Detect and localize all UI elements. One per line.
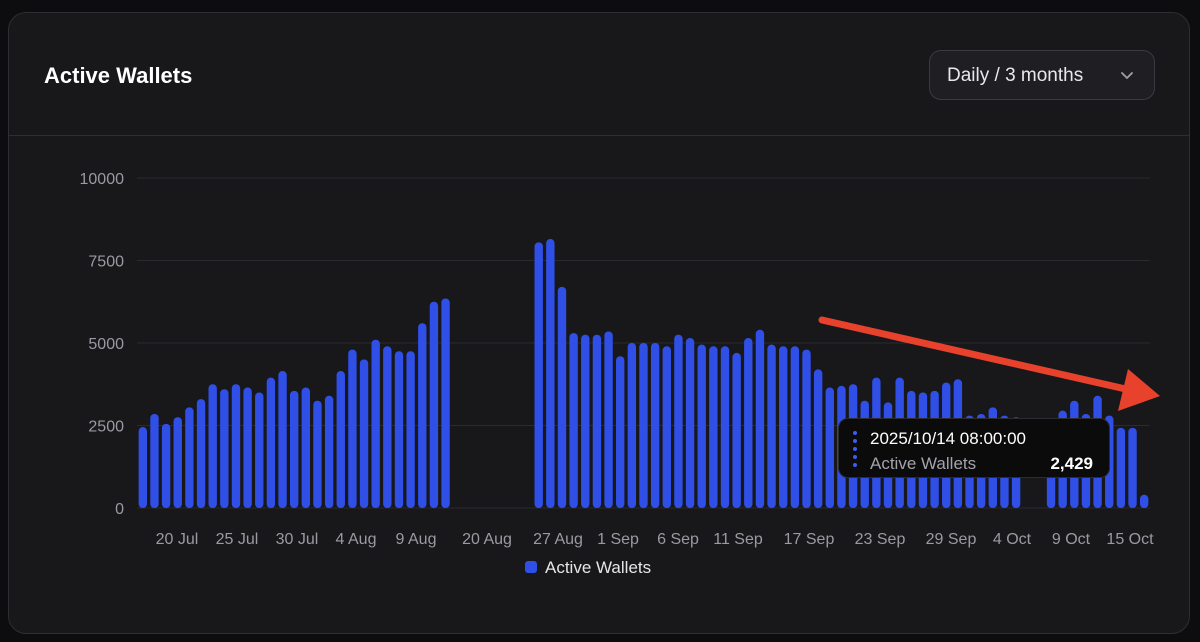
bar[interactable] <box>674 334 683 508</box>
legend-swatch <box>525 561 537 573</box>
bar[interactable] <box>301 387 311 508</box>
chart-card: Active Wallets Daily / 3 months <box>8 12 1190 634</box>
chart-title: Active Wallets <box>44 63 193 88</box>
x-tick-label: 9 Oct <box>1052 531 1091 548</box>
bar[interactable] <box>1128 427 1137 508</box>
y-tick-label: 0 <box>115 501 124 518</box>
bar[interactable] <box>650 343 660 508</box>
x-tick-label: 20 Jul <box>156 531 199 548</box>
bar[interactable] <box>429 301 439 508</box>
bar[interactable] <box>569 333 578 508</box>
bar[interactable] <box>266 377 276 508</box>
y-tick-label: 2500 <box>88 419 124 436</box>
bar[interactable] <box>662 346 671 508</box>
bar[interactable] <box>557 286 567 508</box>
bar[interactable] <box>173 417 182 508</box>
x-tick-label: 17 Sep <box>784 531 835 548</box>
bar[interactable] <box>813 369 823 508</box>
bar[interactable] <box>802 349 811 508</box>
bar[interactable] <box>616 356 625 508</box>
bar[interactable] <box>243 387 252 508</box>
y-tick-label: 7500 <box>88 254 124 271</box>
x-tick-label: 30 Jul <box>276 531 319 548</box>
x-tick-label: 4 Oct <box>993 531 1032 548</box>
x-tick-label: 6 Sep <box>657 531 699 548</box>
x-tick-label: 25 Jul <box>216 531 259 548</box>
bar[interactable] <box>592 334 602 508</box>
bar[interactable] <box>639 343 648 508</box>
bar[interactable] <box>324 395 334 508</box>
bar[interactable] <box>534 242 543 508</box>
bar[interactable] <box>255 392 264 509</box>
x-tick-label: 29 Sep <box>926 531 977 548</box>
bar[interactable] <box>755 329 765 508</box>
x-tick-label: 20 Aug <box>462 531 512 548</box>
bar[interactable] <box>290 390 299 508</box>
tooltip-value: 2,429 <box>1050 454 1093 473</box>
bar[interactable] <box>161 423 171 508</box>
x-tick-label: 4 Aug <box>336 531 377 548</box>
bar[interactable] <box>790 346 800 508</box>
legend-label: Active Wallets <box>545 558 652 577</box>
bar[interactable] <box>185 407 194 508</box>
bar[interactable] <box>581 334 590 508</box>
chevron-down-icon <box>1121 72 1133 79</box>
annotation-arrow <box>818 316 1160 411</box>
x-tick-label: 23 Sep <box>855 531 906 548</box>
x-tick-label: 15 Oct <box>1106 531 1154 548</box>
bar[interactable] <box>278 371 287 508</box>
bar[interactable] <box>709 346 718 508</box>
bar[interactable] <box>196 399 206 508</box>
bar[interactable] <box>732 352 741 508</box>
bar[interactable] <box>627 343 637 508</box>
bar[interactable] <box>348 349 357 508</box>
bar[interactable] <box>1116 427 1126 508</box>
x-axis-ticks: 20 Jul 25 Jul 30 Jul 4 Aug 9 Aug 20 Aug 27 Aug… <box>156 531 1154 548</box>
bar[interactable] <box>720 346 730 508</box>
tooltip-marker <box>853 431 857 467</box>
bar[interactable] <box>604 331 613 508</box>
bar[interactable] <box>359 359 369 509</box>
bar[interactable] <box>150 413 159 508</box>
bar[interactable] <box>779 346 788 508</box>
bar[interactable] <box>546 239 555 509</box>
bar[interactable] <box>1139 494 1149 508</box>
bar[interactable] <box>371 339 380 508</box>
y-tick-label: 10000 <box>80 171 125 188</box>
bar[interactable] <box>313 400 322 508</box>
x-tick-label: 27 Aug <box>533 531 583 548</box>
bar[interactable] <box>685 338 695 508</box>
tooltip-series-name: Active Wallets <box>870 454 977 473</box>
range-select[interactable]: Daily / 3 months <box>929 50 1155 100</box>
tooltip: 2025/10/14 08:00:00 Active Wallets 2,429 <box>838 418 1110 478</box>
x-tick-label: 1 Sep <box>597 531 639 548</box>
bar[interactable] <box>394 351 404 508</box>
bar[interactable] <box>825 387 834 508</box>
x-tick-label: 11 Sep <box>713 531 763 548</box>
range-select-value: Daily / 3 months <box>947 65 1084 86</box>
bar[interactable] <box>441 298 450 508</box>
card-header: Active Wallets Daily / 3 months <box>9 13 1189 136</box>
y-axis-ticks: 10000 7500 5000 2500 0 <box>80 171 125 518</box>
bar[interactable] <box>744 338 753 508</box>
bar[interactable] <box>383 346 392 508</box>
bar[interactable] <box>208 384 217 508</box>
bar[interactable] <box>418 323 427 508</box>
bar[interactable] <box>767 344 776 508</box>
bar[interactable] <box>406 351 415 508</box>
bar[interactable] <box>231 384 241 508</box>
bar[interactable] <box>697 344 706 508</box>
x-tick-label: 9 Aug <box>396 531 437 548</box>
bar[interactable] <box>336 371 345 508</box>
bar[interactable] <box>138 427 148 508</box>
tooltip-date: 2025/10/14 08:00:00 <box>870 429 1026 448</box>
bar[interactable] <box>220 389 229 508</box>
y-tick-label: 5000 <box>88 336 124 353</box>
